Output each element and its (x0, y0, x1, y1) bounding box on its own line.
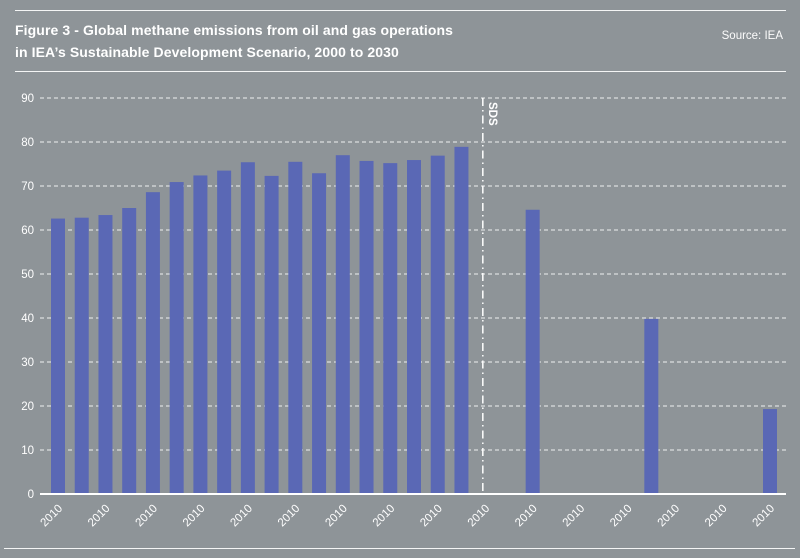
figure-title-line-1: Figure 3 - Global methane emissions from… (15, 22, 454, 38)
source-label: Source: IEA (721, 30, 783, 42)
y-axis-label-60: 60 (21, 225, 34, 237)
x-axis-label-0: 2010 (39, 503, 66, 530)
bar-2015 (406, 160, 421, 494)
bar-2002 (98, 215, 113, 494)
y-axis-label-30: 30 (21, 357, 34, 369)
bar-2025 (644, 318, 659, 494)
x-axis-label-15: 2010 (751, 503, 778, 530)
x-axis-label-8: 2010 (418, 503, 445, 530)
title-divider (15, 71, 786, 72)
y-axis-label-70: 70 (21, 181, 34, 193)
x-axis-label-9: 2010 (466, 503, 493, 530)
figure-title: Figure 3 - Global methane emissions from… (15, 19, 453, 63)
y-axis-label-80: 80 (21, 137, 34, 149)
x-axis-label-2: 2010 (133, 503, 160, 530)
x-axis-label-14: 2010 (703, 503, 730, 530)
bottom-divider (4, 548, 795, 549)
bar-2009 (264, 175, 279, 494)
bar-2014 (383, 163, 398, 494)
bar-2030 (762, 409, 777, 494)
x-axis-label-11: 2010 (561, 503, 588, 530)
bar-2020 (525, 209, 540, 494)
x-axis-label-13: 2010 (656, 503, 683, 530)
y-axis-label-50: 50 (21, 269, 34, 281)
x-axis-label-3: 2010 (181, 503, 208, 530)
x-axis-label-1: 2010 (86, 503, 113, 530)
emissions-bar-chart: 0 10 20 30 40 50 60 70 80 90 SDS 2010 2010 2010 2010 20… (21, 93, 786, 530)
y-axis-label-0: 0 (28, 489, 34, 501)
bar-2005 (169, 182, 184, 494)
bar-2007 (217, 170, 232, 494)
x-axis-label-5: 2010 (276, 503, 303, 530)
bar-2016 (430, 155, 445, 494)
bar-2013 (359, 160, 374, 495)
y-axis-label-90: 90 (21, 93, 34, 105)
bar-2004 (145, 192, 160, 494)
x-axis-label-7: 2010 (371, 503, 398, 530)
figure-title-line-2: in IEA’s Sustainable Development Scenari… (15, 44, 399, 60)
y-axis-label-10: 10 (21, 445, 34, 457)
x-axis-label-6: 2010 (323, 503, 350, 530)
x-axis-label-4: 2010 (228, 503, 255, 530)
chart-area: 0 10 20 30 40 50 60 70 80 90 SDS 2010 2010 2010 2010 20… (0, 88, 800, 558)
bar-2011 (312, 173, 327, 494)
bar-2008 (240, 162, 255, 494)
x-axis-label-10: 2010 (513, 503, 540, 530)
y-axis-label-40: 40 (21, 313, 34, 325)
bar-2003 (122, 208, 137, 494)
bar-2012 (335, 155, 350, 494)
bar-2006 (193, 175, 208, 494)
bar-2000 (51, 218, 65, 494)
bar-2010 (288, 161, 303, 495)
bar-2001 (74, 217, 89, 494)
top-divider (15, 10, 786, 11)
bar-2017 (454, 146, 469, 494)
x-axis-label-12: 2010 (608, 503, 635, 530)
y-axis-label-20: 20 (21, 401, 34, 413)
sds-label: SDS (486, 102, 498, 126)
